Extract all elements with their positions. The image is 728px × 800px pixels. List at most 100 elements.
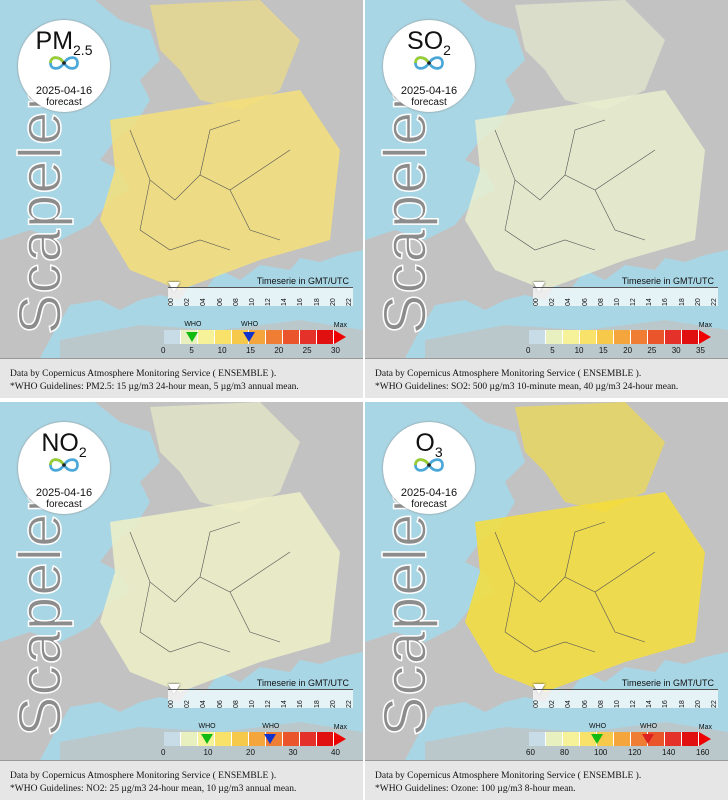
legend-swatch bbox=[232, 732, 249, 746]
hour-tick: 16 bbox=[662, 700, 670, 708]
hour-tick: 22 bbox=[710, 298, 718, 306]
pollutant-title: SO2 bbox=[383, 28, 475, 63]
legend-swatch bbox=[614, 732, 631, 746]
legend-scale-label: 10 bbox=[574, 346, 584, 355]
hour-tick: 02 bbox=[184, 700, 192, 708]
legend-swatch bbox=[283, 732, 300, 746]
infinity-logo-icon bbox=[49, 458, 79, 472]
source-text: Data by Copernicus Atmosphere Monitoring… bbox=[10, 771, 277, 781]
country-borders bbox=[494, 521, 656, 653]
source-text: Data by Copernicus Atmosphere Monitoring… bbox=[375, 369, 642, 379]
country-borders bbox=[494, 119, 656, 251]
timeline-slider[interactable]: 00 02 04 06 08 10 12 14 16 18 20 22 bbox=[168, 287, 353, 306]
hour-tick: 04 bbox=[565, 298, 573, 306]
forecast-date: 2025-04-16 bbox=[35, 85, 93, 97]
forecast-date: 2025-04-16 bbox=[400, 85, 458, 97]
legend-swatch bbox=[300, 732, 317, 746]
legend-swatch bbox=[682, 330, 699, 344]
country-borders bbox=[129, 119, 291, 251]
pollutant-badge: PM2.5 2025-04-16 forecast bbox=[18, 20, 110, 112]
hour-tick: 12 bbox=[630, 700, 638, 708]
color-legend: Max 60 80 100 120 140 160 WHO WHO bbox=[526, 723, 714, 757]
legend-swatch bbox=[198, 330, 215, 344]
legend-swatch bbox=[215, 330, 232, 344]
caption: Data by Copernicus Atmosphere Monitoring… bbox=[365, 358, 728, 398]
forecast-kind: forecast bbox=[46, 97, 82, 108]
legend-swatch bbox=[631, 330, 648, 344]
hour-tick: 02 bbox=[184, 298, 192, 306]
who-marker-label: WHO bbox=[262, 723, 280, 730]
timeline-slider[interactable]: 00 02 04 06 08 10 12 14 16 18 20 22 bbox=[533, 287, 718, 306]
who-marker-label: WHO bbox=[198, 723, 216, 730]
hour-tick: 20 bbox=[329, 298, 337, 306]
legend-scale-label: 120 bbox=[628, 748, 642, 757]
legend-swatch bbox=[181, 732, 198, 746]
timeserie-label: Timeserie in GMT/UTC bbox=[256, 276, 349, 286]
legend-swatch bbox=[648, 330, 665, 344]
hour-tick: 12 bbox=[265, 700, 273, 708]
pollutant-subscript: 2 bbox=[78, 444, 87, 460]
who-marker-label: WHO bbox=[241, 321, 259, 328]
hour-tick: 18 bbox=[678, 298, 686, 306]
legend-scale-label: 0 bbox=[526, 346, 531, 355]
pollutant-name: SO bbox=[407, 27, 444, 55]
hour-tick: 06 bbox=[216, 298, 224, 306]
hour-tick: 10 bbox=[248, 700, 256, 708]
hour-tick: 02 bbox=[549, 700, 557, 708]
legend-swatch bbox=[317, 732, 334, 746]
legend-bar bbox=[529, 330, 699, 344]
infinity-logo-icon bbox=[414, 56, 444, 70]
hour-tick: 10 bbox=[613, 700, 621, 708]
timeline-slider[interactable]: 00 02 04 06 08 10 12 14 16 18 20 22 bbox=[168, 689, 353, 708]
legend-swatch bbox=[529, 732, 546, 746]
legend-scale-label: 5 bbox=[550, 346, 555, 355]
map-panel-no2: Scapeler NO2 2025-04-16 forecast Timeser… bbox=[0, 402, 363, 800]
hour-tick: 00 bbox=[533, 700, 540, 708]
legend-scale-label: 25 bbox=[302, 346, 312, 355]
legend-bar bbox=[164, 732, 334, 746]
hour-tick: 06 bbox=[581, 298, 589, 306]
hour-tick: 16 bbox=[662, 298, 670, 306]
hour-tick: 08 bbox=[597, 298, 605, 306]
forecast-kind: forecast bbox=[411, 499, 447, 510]
legend-swatch bbox=[546, 330, 563, 344]
map-panel-pm25: Scapeler PM2.5 2025-04-16 forecast Times… bbox=[0, 0, 363, 398]
timeserie-label: Timeserie in GMT/UTC bbox=[621, 678, 714, 688]
hour-tick: 08 bbox=[232, 298, 240, 306]
who-marker-label: WHO bbox=[184, 321, 202, 328]
pollutant-badge: NO2 2025-04-16 forecast bbox=[18, 422, 110, 514]
hour-tick: 06 bbox=[216, 700, 224, 708]
brand-watermark: Scapeler bbox=[371, 89, 440, 335]
legend-scale-label: 35 bbox=[696, 346, 705, 355]
pollutant-name: NO bbox=[41, 429, 79, 457]
forecast-kind: forecast bbox=[411, 97, 447, 108]
color-legend: Max 0 5 10 15 20 25 30 35 bbox=[526, 322, 714, 355]
legend-bar bbox=[529, 732, 699, 746]
who-marker-label: WHO bbox=[589, 723, 607, 730]
pollutant-badge: O3 2025-04-16 forecast bbox=[383, 422, 475, 514]
legend-max-label: Max bbox=[698, 724, 712, 731]
who-marker-green-icon bbox=[186, 332, 199, 342]
timeline-slider[interactable]: 00 02 04 06 08 10 12 14 16 18 20 22 bbox=[533, 689, 718, 708]
pollutant-title: NO2 bbox=[18, 430, 110, 465]
scandinavia bbox=[150, 0, 300, 110]
hour-tick: 22 bbox=[345, 298, 353, 306]
pollutant-title: PM2.5 bbox=[18, 28, 110, 63]
hour-tick: 04 bbox=[200, 298, 208, 306]
hour-tick: 18 bbox=[678, 700, 686, 708]
legend-swatch bbox=[164, 732, 181, 746]
who-marker-label: WHO bbox=[640, 723, 658, 730]
caption: Data by Copernicus Atmosphere Monitoring… bbox=[0, 760, 363, 800]
hour-tick: 20 bbox=[694, 298, 702, 306]
forecast-date: 2025-04-16 bbox=[400, 487, 458, 499]
legend-scale-label: 15 bbox=[246, 346, 255, 355]
legend-scale-label: 40 bbox=[331, 748, 340, 757]
legend-swatch bbox=[563, 330, 580, 344]
brand-watermark: Scapeler bbox=[6, 491, 75, 737]
scandinavia bbox=[515, 0, 665, 110]
legend-swatch bbox=[665, 330, 682, 344]
who-marker-green-icon bbox=[591, 734, 603, 744]
forecast-date: 2025-04-16 bbox=[35, 487, 93, 499]
map-panel-so2: Scapeler SO2 2025-04-16 forecast Timeser… bbox=[365, 0, 728, 398]
